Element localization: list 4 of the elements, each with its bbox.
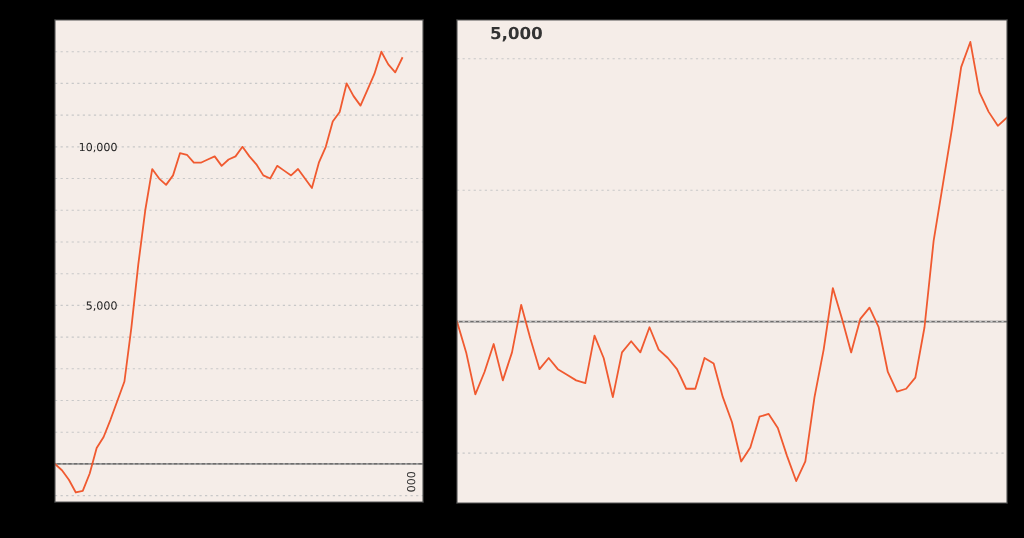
- text: 5,000: [491, 26, 542, 42]
- annotation: 000: [406, 471, 416, 492]
- y-tick-label: 10,000: [79, 142, 117, 153]
- line-series: [55, 50, 404, 494]
